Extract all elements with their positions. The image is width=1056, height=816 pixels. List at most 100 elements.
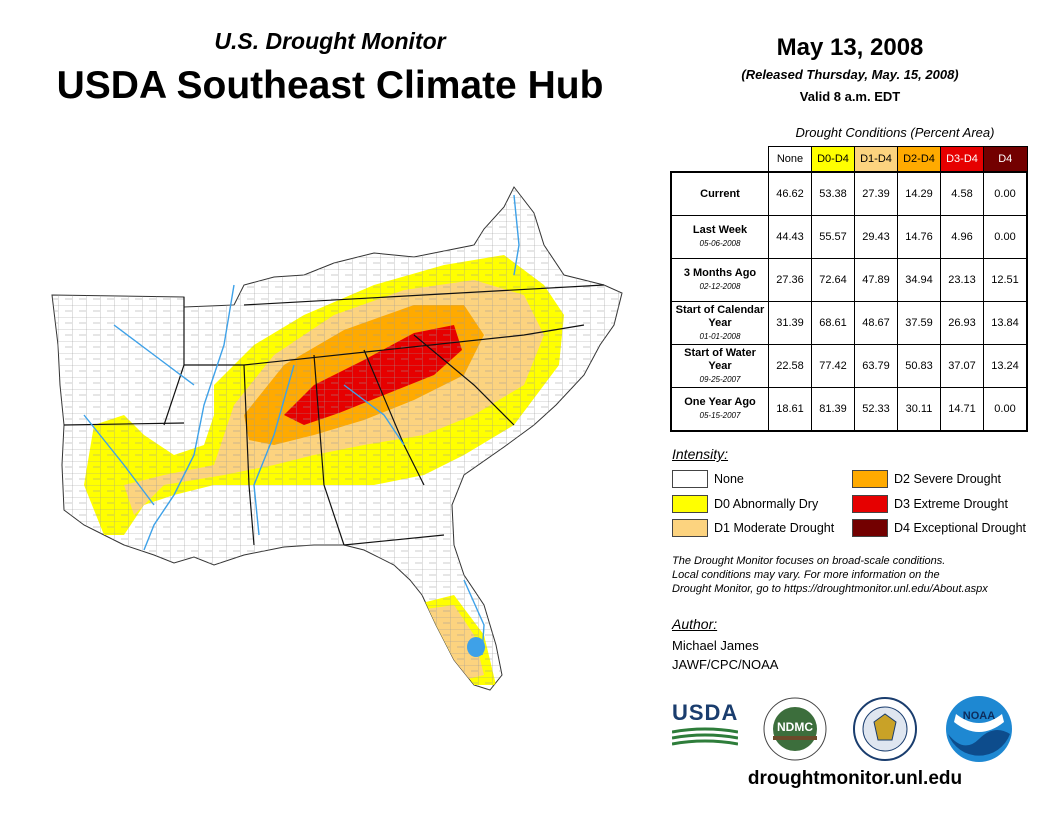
row-label: Last Week 05-06-2008: [670, 215, 769, 259]
table-row-last-week: Last Week 05-06-2008 44.43 55.57 29.43 14…: [670, 215, 1028, 259]
legend-item-d0: D0 Abnormally Dry: [672, 495, 818, 513]
conditions-table: None D0-D4 D1-D4 D2-D4 D3-D4 D4 Current …: [670, 146, 1028, 432]
noaa-logo-icon: [946, 696, 1012, 762]
usda-logo-stripes: [672, 727, 738, 746]
cell: 4.96: [940, 215, 984, 259]
row-label: Start of Water Year 09-25-2007: [670, 344, 769, 388]
table-row-start-water-year: Start of Water Year 09-25-2007 22.58 77.4…: [670, 344, 1028, 388]
ndmc-logo-ring: [763, 697, 827, 761]
cell: 44.43: [768, 215, 812, 259]
cell: 0.00: [983, 215, 1028, 259]
col-header-d1-d4: D1-D4: [854, 146, 898, 173]
legend-swatch: [852, 470, 888, 488]
cell: 27.36: [768, 258, 812, 302]
legend-label: D1 Moderate Drought: [714, 521, 835, 535]
note-line: Local conditions may vary. For more info…: [672, 569, 940, 581]
table-row-start-calendar-year: Start of Calendar Year 01-01-2008 31.39 6…: [670, 301, 1028, 345]
cell: 37.59: [897, 301, 941, 345]
usda-logo: USDA: [672, 700, 738, 748]
legend-swatch: [852, 519, 888, 537]
cell: 30.11: [897, 387, 941, 432]
col-header-d0-d4: D0-D4: [811, 146, 855, 173]
cell: 23.13: [940, 258, 984, 302]
col-header-d2-d4: D2-D4: [897, 146, 941, 173]
cell: 14.76: [897, 215, 941, 259]
cell: 22.58: [768, 344, 812, 388]
cell: 0.00: [983, 171, 1028, 216]
cell: 29.43: [854, 215, 898, 259]
legend-item-d1: D1 Moderate Drought: [672, 519, 834, 537]
map-lake-okeechobee: [467, 637, 485, 657]
cell: 26.93: [940, 301, 984, 345]
cell: 72.64: [811, 258, 855, 302]
footer-url[interactable]: droughtmonitor.unl.edu: [747, 768, 963, 789]
cell: 34.94: [897, 258, 941, 302]
col-header-d3-d4: D3-D4: [940, 146, 984, 173]
cell: 4.58: [940, 171, 984, 216]
cell: 46.62: [768, 171, 812, 216]
commerce-seal-icon: [853, 697, 917, 761]
legend-item-none: None: [672, 470, 744, 488]
cell: 31.39: [768, 301, 812, 345]
conditions-title: Drought Conditions (Percent Area): [795, 125, 995, 140]
legend-item-d2: D2 Severe Drought: [852, 470, 1001, 488]
row-label: One Year Ago 05-15-2007: [670, 387, 769, 432]
legend-swatch: [672, 470, 708, 488]
author-org: JAWF/CPC/NOAA: [672, 657, 779, 672]
valid-time: Valid 8 a.m. EDT: [799, 89, 901, 104]
legend-item-d4: D4 Exceptional Drought: [852, 519, 1026, 537]
cell: 55.57: [811, 215, 855, 259]
cell: 68.61: [811, 301, 855, 345]
legend-label: D2 Severe Drought: [894, 472, 1002, 486]
col-header-none: None: [768, 146, 812, 173]
author-heading: Author:: [672, 616, 718, 632]
legend-label: D3 Extreme Drought: [894, 497, 1008, 511]
commerce-seal-logo: [852, 696, 918, 762]
cell: 13.24: [983, 344, 1028, 388]
col-header-d4: D4: [983, 146, 1028, 173]
cell: 50.83: [897, 344, 941, 388]
map-rivers: [83, 194, 520, 656]
legend-label: D0 Abnormally Dry: [714, 497, 819, 511]
drought-map: [51, 186, 623, 691]
map-county-lines: [52, 187, 622, 690]
drought-monitor-note: The Drought Monitor focuses on broad-sca…: [672, 554, 1052, 596]
legend-item-d3: D3 Extreme Drought: [852, 495, 1008, 513]
cell: 27.39: [854, 171, 898, 216]
intensity-heading: Intensity:: [672, 446, 729, 462]
cell: 47.89: [854, 258, 898, 302]
release-date: (Released Thursday, May. 15, 2008): [741, 67, 959, 82]
page-title: USDA Southeast Climate Hub: [56, 64, 604, 107]
cell: 37.07: [940, 344, 984, 388]
map-date: May 13, 2008: [776, 34, 924, 61]
cell: 52.33: [854, 387, 898, 432]
cell: 81.39: [811, 387, 855, 432]
legend-swatch: [672, 495, 708, 513]
table-row-3-months-ago: 3 Months Ago 02-12-2008 27.36 72.64 47.89…: [670, 258, 1028, 302]
ndmc-logo: NDMC: [762, 696, 828, 762]
row-label: Current: [670, 171, 769, 216]
row-label: 3 Months Ago 02-12-2008: [670, 258, 769, 302]
cell: 0.00: [983, 387, 1028, 432]
cell: 12.51: [983, 258, 1028, 302]
table-row-current: Current 46.62 53.38 27.39 14.29 4.58 0.0…: [670, 171, 1028, 216]
map-state-lines: [63, 284, 605, 546]
subtitle: U.S. Drought Monitor: [214, 28, 446, 54]
table-corner: [671, 147, 769, 173]
table-row-one-year-ago: One Year Ago 05-15-2007 18.61 81.39 52.33…: [670, 387, 1028, 432]
cell: 53.38: [811, 171, 855, 216]
cell: 48.67: [854, 301, 898, 345]
legend-swatch: [852, 495, 888, 513]
row-label: Start of Calendar Year 01-01-2008: [670, 301, 769, 345]
noaa-logo: NOAA: [944, 694, 1014, 764]
cell: 14.29: [897, 171, 941, 216]
author-name: Michael James: [672, 638, 759, 653]
legend-label: D4 Exceptional Drought: [894, 521, 1027, 535]
cell: 18.61: [768, 387, 812, 432]
cell: 13.84: [983, 301, 1028, 345]
legend-swatch: [672, 519, 708, 537]
legend-label: None: [714, 472, 744, 486]
note-line: The Drought Monitor focuses on broad-sca…: [672, 555, 946, 567]
cell: 77.42: [811, 344, 855, 388]
cell: 63.79: [854, 344, 898, 388]
